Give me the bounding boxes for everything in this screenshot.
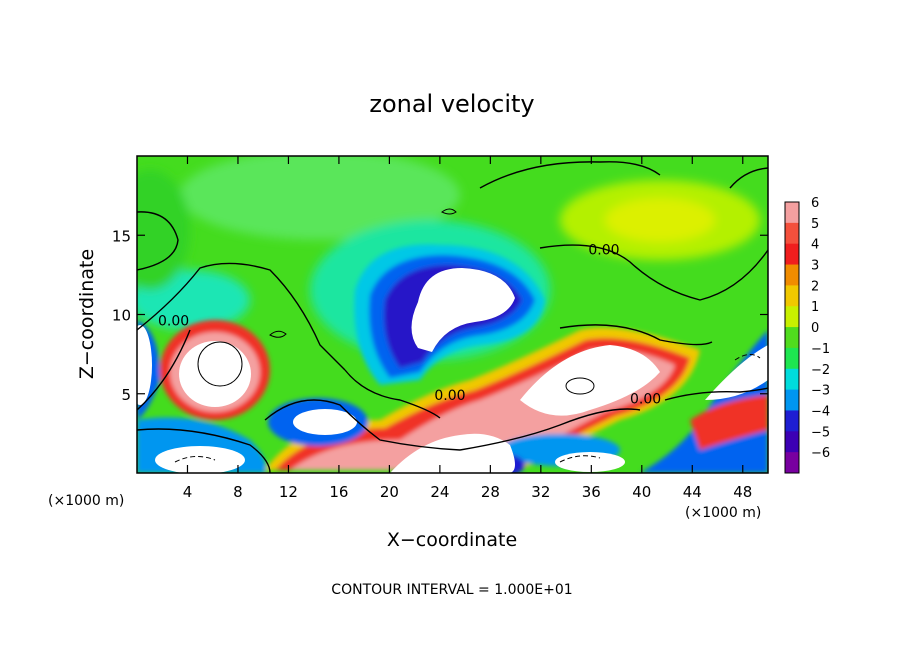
x-tick-label: 32	[531, 483, 550, 501]
y-axis-label: Z−coordinate	[76, 249, 98, 379]
x-tick-label: 44	[683, 483, 702, 501]
colorbar: 6 5 4 3 2 1 0 −1 −2 −3 −4 −5 −6	[784, 196, 830, 474]
x-tick-label: 28	[481, 483, 500, 501]
colorbar-frame	[784, 201, 800, 474]
x-unit-right: (×1000 m)	[685, 505, 761, 521]
chart-title: zonal velocity	[369, 90, 534, 118]
colorbar-swatch	[785, 222, 799, 245]
colorbar-swatch	[785, 306, 799, 328]
x-tick-label: 16	[329, 483, 348, 501]
x-tick-label: 40	[632, 483, 651, 501]
colorbar-label: 6	[811, 196, 819, 211]
x-axis-ticks	[186, 156, 744, 473]
contour-interval-note: CONTOUR INTERVAL = 1.000E+01	[331, 582, 572, 598]
contour-lines	[137, 161, 768, 473]
contour-label: 0.00	[158, 314, 189, 330]
colorbar-swatch	[785, 243, 799, 266]
x-tick-label: 8	[233, 483, 243, 501]
y-tick-label: 5	[121, 386, 131, 404]
colorbar-label: 2	[811, 279, 819, 294]
x-tick-label: 24	[430, 483, 449, 501]
colorbar-swatch	[785, 389, 799, 411]
x-tick-label: 36	[582, 483, 601, 501]
colorbar-label: 0	[811, 321, 819, 336]
x-unit-left: (×1000 m)	[48, 493, 124, 509]
y-tick-label: 10	[112, 307, 131, 325]
colorbar-swatch	[785, 452, 799, 474]
colorbar-swatch	[785, 368, 799, 391]
contour-label: 0.00	[588, 242, 619, 258]
x-tick-label: 4	[183, 483, 193, 501]
colorbar-swatch	[785, 202, 799, 224]
colorbar-label: −6	[811, 446, 830, 461]
x-tick-label: 48	[733, 483, 752, 501]
x-tick-label: 12	[279, 483, 298, 501]
negative-contours	[174, 354, 761, 463]
x-axis-label: X−coordinate	[387, 529, 517, 551]
colorbar-label: 3	[811, 259, 819, 274]
colorbar-swatch	[785, 347, 799, 370]
colorbar-label: −4	[811, 404, 830, 419]
colorbar-swatch	[785, 431, 799, 453]
colorbar-swatch	[785, 264, 799, 286]
x-axis-tick-labels: 4 8 12 16 20 24 28 32 36 40 44 48	[183, 483, 753, 501]
colorbar-swatch	[785, 285, 799, 307]
colorbar-label: −5	[811, 425, 830, 440]
contour-label: 0.00	[434, 388, 465, 404]
colorbar-label: 5	[811, 217, 819, 232]
colorbar-label: 4	[811, 238, 819, 253]
contour-label: 0.00	[630, 391, 661, 407]
y-axis-ticks	[137, 234, 768, 395]
y-axis-tick-labels: 5 10 15	[112, 227, 131, 404]
colorbar-label: −2	[811, 363, 830, 378]
colorbar-swatch	[785, 410, 799, 432]
x-tick-label: 20	[380, 483, 399, 501]
velocity-field	[137, 156, 768, 473]
colorbar-swatch	[785, 327, 799, 349]
colorbar-label: 1	[811, 300, 819, 315]
colorbar-label: −3	[811, 384, 830, 399]
colorbar-label: −1	[811, 342, 830, 357]
contour-label-layer: 0.00 0.00 0.00 0.00	[158, 242, 661, 407]
y-tick-label: 15	[112, 227, 131, 245]
